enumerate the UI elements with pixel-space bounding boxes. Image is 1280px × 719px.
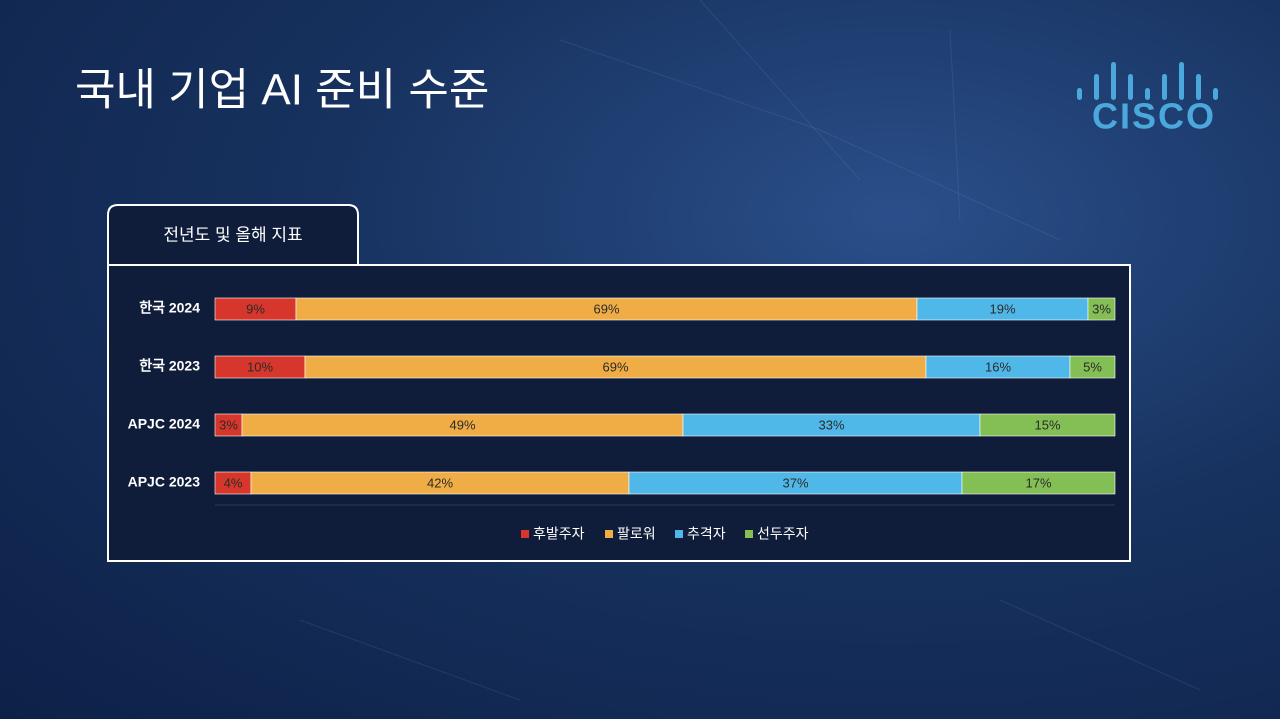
chart-tab	[107, 204, 359, 265]
background-network	[299, 0, 1201, 701]
chart-title: 전년도 및 올해 지표	[163, 225, 302, 244]
data-label: 69%	[593, 301, 619, 316]
data-label: 3%	[1092, 301, 1111, 316]
data-label: 15%	[1034, 417, 1060, 432]
legend-label: 선두주자	[757, 526, 809, 542]
y-tick-label: 한국 2024	[139, 300, 200, 316]
bar-segment	[1069, 355, 1116, 379]
legend-label: 후발주자	[533, 526, 585, 542]
legend-swatch	[675, 530, 683, 538]
data-label: 10%	[247, 359, 273, 374]
bar-segment	[1087, 297, 1116, 321]
y-tick-label: APJC 2024	[128, 416, 201, 432]
data-label: 5%	[1083, 359, 1102, 374]
bar-segment	[961, 471, 1116, 495]
legend-swatch	[605, 530, 613, 538]
data-label: 49%	[449, 417, 475, 432]
y-tick-label: 한국 2023	[139, 358, 200, 374]
logo-text: cisco	[1092, 96, 1216, 137]
data-label: 33%	[818, 417, 844, 432]
legend-label: 팔로워	[617, 526, 656, 542]
data-label: 42%	[427, 475, 453, 490]
cisco-logo-bars	[1077, 62, 1218, 100]
legend-swatch	[745, 530, 753, 538]
data-label: 3%	[219, 417, 238, 432]
legend-swatch	[521, 530, 529, 538]
legend-label: 추격자	[687, 526, 726, 542]
data-label: 17%	[1025, 475, 1051, 490]
data-label: 16%	[985, 359, 1011, 374]
slide-title: 국내 기업 AI 준비 수준	[75, 66, 489, 115]
data-label: 37%	[782, 475, 808, 490]
data-label: 19%	[989, 301, 1015, 316]
data-label: 69%	[602, 359, 628, 374]
data-label: 4%	[224, 475, 243, 490]
data-label: 9%	[246, 301, 265, 316]
y-tick-label: APJC 2023	[128, 474, 201, 490]
bar-segment	[979, 413, 1116, 437]
